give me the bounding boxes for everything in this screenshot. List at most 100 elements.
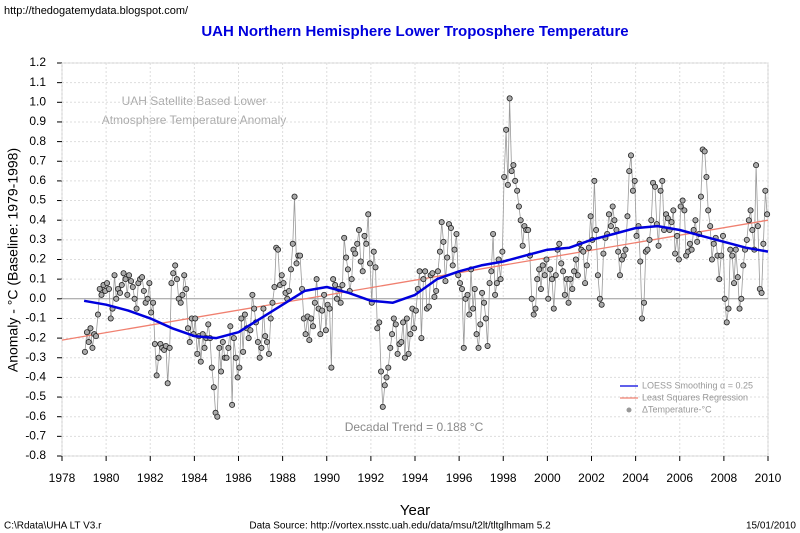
data-point xyxy=(118,282,125,289)
data-point xyxy=(440,238,447,245)
data-point xyxy=(218,368,225,375)
y-tick-label: -0.4 xyxy=(25,370,46,384)
data-point xyxy=(184,325,191,332)
data-point xyxy=(580,248,587,255)
data-point xyxy=(598,301,605,308)
data-point xyxy=(263,339,270,346)
data-point xyxy=(234,374,241,381)
data-point xyxy=(725,305,732,312)
data-point xyxy=(646,236,653,243)
data-point xyxy=(499,248,506,255)
data-point xyxy=(585,244,592,251)
data-point xyxy=(117,289,124,296)
data-point xyxy=(492,291,499,298)
data-point xyxy=(512,177,519,184)
data-point xyxy=(214,413,221,420)
data-point xyxy=(639,315,646,322)
data-point xyxy=(493,280,500,287)
data-point xyxy=(98,291,105,298)
data-point xyxy=(374,325,381,332)
data-point xyxy=(484,342,491,349)
data-point xyxy=(701,148,708,155)
loess-line xyxy=(83,224,769,340)
x-axis-label: Year xyxy=(400,502,430,519)
data-point xyxy=(219,339,226,346)
data-point xyxy=(392,321,399,328)
footer-center: Data Source: http://vortex.nsstc.uah.edu… xyxy=(249,521,551,532)
data-point xyxy=(394,350,401,357)
data-point xyxy=(565,299,572,306)
data-point xyxy=(716,276,723,283)
data-point xyxy=(543,256,550,263)
data-point xyxy=(473,331,480,338)
data-point xyxy=(528,295,535,302)
data-point xyxy=(560,268,567,275)
data-point xyxy=(376,319,383,326)
data-point xyxy=(352,250,359,257)
y-tick-label: 1.2 xyxy=(29,55,46,69)
legend-label: ΔTemperature-°C xyxy=(642,404,712,414)
data-point xyxy=(549,276,556,283)
data-point xyxy=(532,305,539,312)
data-point xyxy=(183,285,190,292)
data-point xyxy=(497,276,504,283)
data-point xyxy=(466,311,473,318)
data-point xyxy=(245,335,252,342)
data-point xyxy=(607,223,614,230)
data-point xyxy=(172,262,179,269)
data-point xyxy=(240,348,247,355)
data-point xyxy=(629,187,636,194)
y-tick-label: 0.7 xyxy=(29,153,46,167)
data-point xyxy=(670,207,677,214)
data-point xyxy=(387,344,394,351)
data-point xyxy=(627,152,634,159)
data-point xyxy=(594,272,601,279)
data-point xyxy=(652,183,659,190)
y-tick-label: 1.0 xyxy=(29,94,46,108)
data-point xyxy=(262,333,269,340)
data-point xyxy=(545,295,552,302)
data-point xyxy=(641,299,648,306)
data-point xyxy=(615,248,622,255)
data-point xyxy=(155,354,162,361)
data-point xyxy=(690,227,697,234)
data-point xyxy=(168,280,175,287)
data-point xyxy=(458,285,465,292)
data-point xyxy=(238,315,245,322)
data-point xyxy=(425,303,432,310)
data-point xyxy=(280,280,287,287)
data-point xyxy=(332,282,339,289)
data-point xyxy=(389,331,396,338)
data-point xyxy=(420,276,427,283)
data-point xyxy=(747,207,754,214)
chart-title: UAH Northern Hemisphere Lower Tropospher… xyxy=(201,23,628,40)
data-point xyxy=(306,337,313,344)
data-point xyxy=(591,177,598,184)
data-line xyxy=(84,98,768,417)
data-point xyxy=(370,248,377,255)
x-tick-label: 1986 xyxy=(225,471,252,485)
x-tick-label: 2000 xyxy=(534,471,561,485)
data-point xyxy=(254,339,261,346)
y-tick-label: -0.5 xyxy=(25,389,46,403)
data-point xyxy=(326,305,333,312)
data-point xyxy=(438,219,445,226)
data-point xyxy=(383,374,390,381)
data-point xyxy=(506,95,513,102)
data-point xyxy=(271,284,278,291)
x-tick-label: 1982 xyxy=(137,471,164,485)
y-tick-label: -0.6 xyxy=(25,409,46,423)
data-point xyxy=(686,240,693,247)
data-point xyxy=(482,315,489,322)
data-point xyxy=(620,252,627,259)
x-tick-label: 1988 xyxy=(269,471,296,485)
data-point xyxy=(83,329,90,336)
data-point xyxy=(230,335,237,342)
data-point xyxy=(679,197,686,204)
data-point xyxy=(365,211,372,218)
data-point xyxy=(179,291,186,298)
data-point xyxy=(514,187,521,194)
data-point xyxy=(753,162,760,169)
data-point xyxy=(664,215,671,222)
data-point xyxy=(113,295,120,302)
